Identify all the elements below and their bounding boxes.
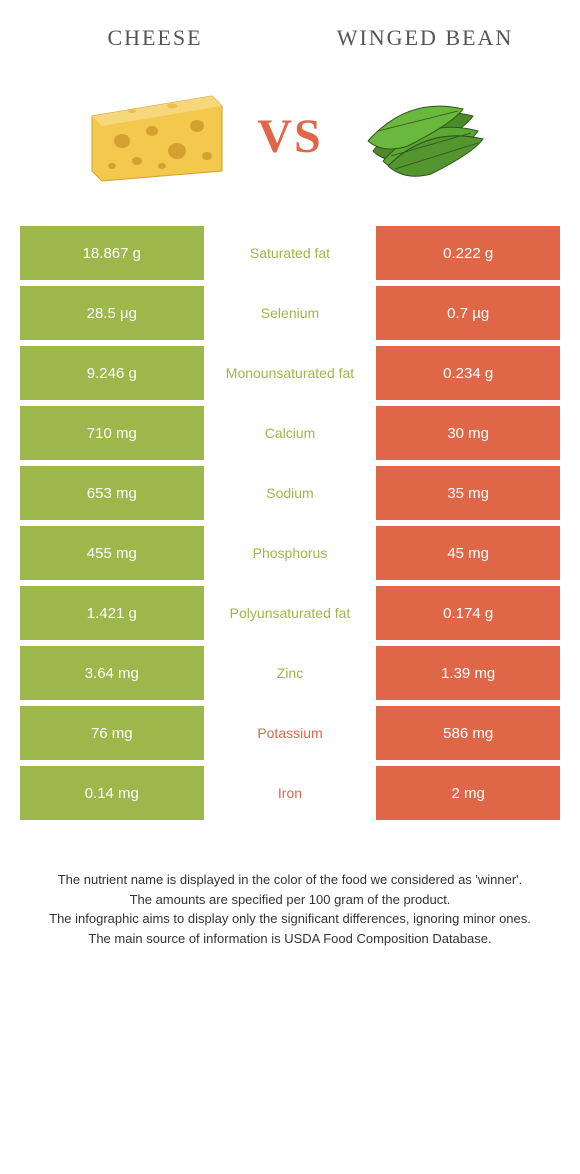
table-row: 710 mgCalcium30 mg — [20, 406, 560, 460]
left-value-cell: 455 mg — [20, 526, 204, 580]
nutrient-label-cell: Iron — [204, 766, 377, 820]
left-value-cell: 1.421 g — [20, 586, 204, 640]
nutrient-label-cell: Polyunsaturated fat — [204, 586, 377, 640]
left-value-cell: 9.246 g — [20, 346, 204, 400]
footnote-line: The nutrient name is displayed in the co… — [30, 870, 550, 890]
right-value-cell: 2 mg — [376, 766, 560, 820]
left-value-cell: 653 mg — [20, 466, 204, 520]
table-row: 76 mgPotassium586 mg — [20, 706, 560, 760]
right-value-cell: 586 mg — [376, 706, 560, 760]
table-row: 3.64 mgZinc1.39 mg — [20, 646, 560, 700]
nutrient-label-cell: Phosphorus — [204, 526, 377, 580]
right-value-cell: 30 mg — [376, 406, 560, 460]
nutrient-label-cell: Sodium — [204, 466, 377, 520]
nutrient-label-cell: Potassium — [204, 706, 377, 760]
table-row: 28.5 µgSelenium0.7 µg — [20, 286, 560, 340]
vs-row: VS — [0, 66, 580, 226]
right-value-cell: 0.222 g — [376, 226, 560, 280]
left-value-cell: 18.867 g — [20, 226, 204, 280]
table-row: 1.421 gPolyunsaturated fat0.174 g — [20, 586, 560, 640]
nutrient-label-cell: Saturated fat — [204, 226, 377, 280]
nutrient-label-cell: Selenium — [204, 286, 377, 340]
left-value-cell: 0.14 mg — [20, 766, 204, 820]
header: Cheese Winged bean — [0, 0, 580, 66]
left-value-cell: 3.64 mg — [20, 646, 204, 700]
footnote-line: The amounts are specified per 100 gram o… — [30, 890, 550, 910]
table-row: 18.867 gSaturated fat0.222 g — [20, 226, 560, 280]
nutrient-label-cell: Calcium — [204, 406, 377, 460]
right-value-cell: 0.7 µg — [376, 286, 560, 340]
footnote-line: The main source of information is USDA F… — [30, 929, 550, 949]
right-value-cell: 0.174 g — [376, 586, 560, 640]
left-food-title: Cheese — [47, 25, 263, 51]
table-row: 653 mgSodium35 mg — [20, 466, 560, 520]
vs-label: VS — [257, 109, 322, 164]
winged-bean-image — [343, 76, 503, 196]
right-value-cell: 1.39 mg — [376, 646, 560, 700]
nutrient-label-cell: Zinc — [204, 646, 377, 700]
right-value-cell: 45 mg — [376, 526, 560, 580]
left-value-cell: 28.5 µg — [20, 286, 204, 340]
footnote-line: The infographic aims to display only the… — [30, 909, 550, 929]
cheese-image — [77, 76, 237, 196]
left-value-cell: 76 mg — [20, 706, 204, 760]
right-value-cell: 0.234 g — [376, 346, 560, 400]
right-food-title: Winged bean — [317, 25, 533, 51]
table-row: 9.246 gMonounsaturated fat0.234 g — [20, 346, 560, 400]
left-value-cell: 710 mg — [20, 406, 204, 460]
right-value-cell: 35 mg — [376, 466, 560, 520]
table-row: 455 mgPhosphorus45 mg — [20, 526, 560, 580]
nutrient-table: 18.867 gSaturated fat0.222 g 28.5 µgSelen… — [20, 226, 560, 820]
nutrient-label-cell: Monounsaturated fat — [204, 346, 377, 400]
footnote: The nutrient name is displayed in the co… — [30, 870, 550, 948]
table-row: 0.14 mgIron2 mg — [20, 766, 560, 820]
